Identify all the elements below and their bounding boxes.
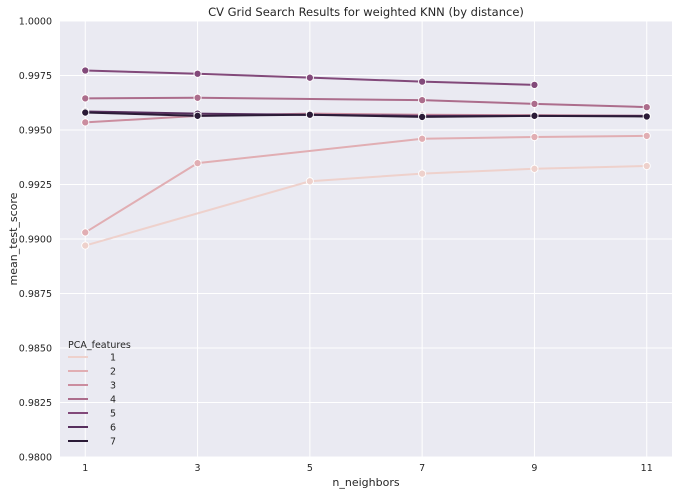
data-point — [530, 132, 539, 142]
series-7 — [81, 108, 651, 121]
data-point — [530, 164, 539, 173]
data-point — [305, 73, 314, 82]
legend-item-1: 1 — [68, 353, 116, 364]
data-point — [642, 131, 651, 140]
data-point — [642, 161, 651, 171]
data-point — [418, 134, 427, 143]
y-tick-label: 0.9900 — [19, 235, 52, 246]
legend-item-4: 4 — [68, 395, 116, 406]
data-point — [418, 96, 427, 105]
y-tick-label: 0.9825 — [19, 398, 52, 409]
legend-item-6: 6 — [68, 423, 116, 434]
data-point — [530, 80, 539, 89]
data-point — [530, 111, 539, 120]
data-point — [418, 169, 427, 178]
y-tick-label: 1.0000 — [19, 17, 52, 28]
series-line-7 — [84, 111, 648, 118]
legend-label: 6 — [110, 423, 116, 434]
legend-label: 4 — [110, 395, 116, 406]
data-point — [81, 118, 90, 127]
data-point — [305, 177, 314, 186]
legend-item-5: 5 — [68, 409, 116, 420]
series-lines — [81, 66, 651, 250]
data-point — [81, 228, 90, 237]
x-tick-label: 3 — [195, 463, 201, 474]
legend-label: 1 — [110, 353, 116, 364]
gridlines — [60, 20, 672, 458]
x-tick-label: 1 — [82, 463, 88, 474]
series-5 — [81, 66, 539, 89]
legend-item-3: 3 — [68, 381, 116, 392]
data-point — [193, 93, 202, 102]
chart-title: CV Grid Search Results for weighted KNN … — [208, 5, 524, 19]
data-point — [193, 159, 202, 168]
data-point — [81, 94, 90, 103]
x-axis-label: n_neighbors — [332, 476, 399, 489]
y-tick-label: 0.9975 — [19, 71, 52, 82]
series-2 — [81, 131, 651, 237]
legend-items: 1 2 3 4 5 6 7 — [68, 353, 116, 448]
series-1 — [81, 161, 651, 250]
x-tick-label: 5 — [307, 463, 313, 474]
x-tick-label: 9 — [531, 463, 537, 474]
legend-item-7: 7 — [68, 437, 116, 448]
data-point — [81, 66, 90, 75]
data-point — [81, 241, 90, 250]
y-tick-label: 0.9950 — [19, 126, 52, 137]
data-point — [193, 69, 202, 78]
x-tick-label: 11 — [641, 463, 653, 474]
x-axis-ticks: 1 3 5 7 9 11 — [82, 463, 653, 474]
y-axis-label: mean_test_score — [7, 192, 20, 285]
legend-title: PCA_features — [68, 340, 131, 351]
y-tick-label: 0.9800 — [19, 453, 52, 464]
y-tick-label: 0.9925 — [19, 180, 52, 191]
series-4 — [81, 93, 651, 112]
legend-label: 3 — [110, 381, 116, 392]
data-point — [418, 112, 427, 121]
data-point — [81, 108, 90, 117]
legend-item-2: 2 — [68, 367, 116, 378]
data-point — [418, 77, 427, 86]
data-point — [642, 103, 651, 112]
legend-label: 7 — [110, 437, 116, 448]
x-tick-label: 7 — [419, 463, 425, 474]
y-axis-ticks: 0.9800 0.9825 0.9850 0.9875 0.9900 0.9925 0.99… — [19, 17, 52, 464]
data-point — [530, 99, 539, 108]
data-point — [193, 111, 202, 120]
y-tick-label: 0.9875 — [19, 289, 52, 300]
legend: PCA_features 1 2 3 4 5 6 7 — [68, 340, 131, 448]
data-point — [642, 112, 651, 121]
y-tick-label: 0.9850 — [19, 344, 52, 355]
legend-label: 5 — [110, 409, 116, 420]
data-point — [305, 110, 314, 119]
legend-label: 2 — [110, 367, 116, 378]
